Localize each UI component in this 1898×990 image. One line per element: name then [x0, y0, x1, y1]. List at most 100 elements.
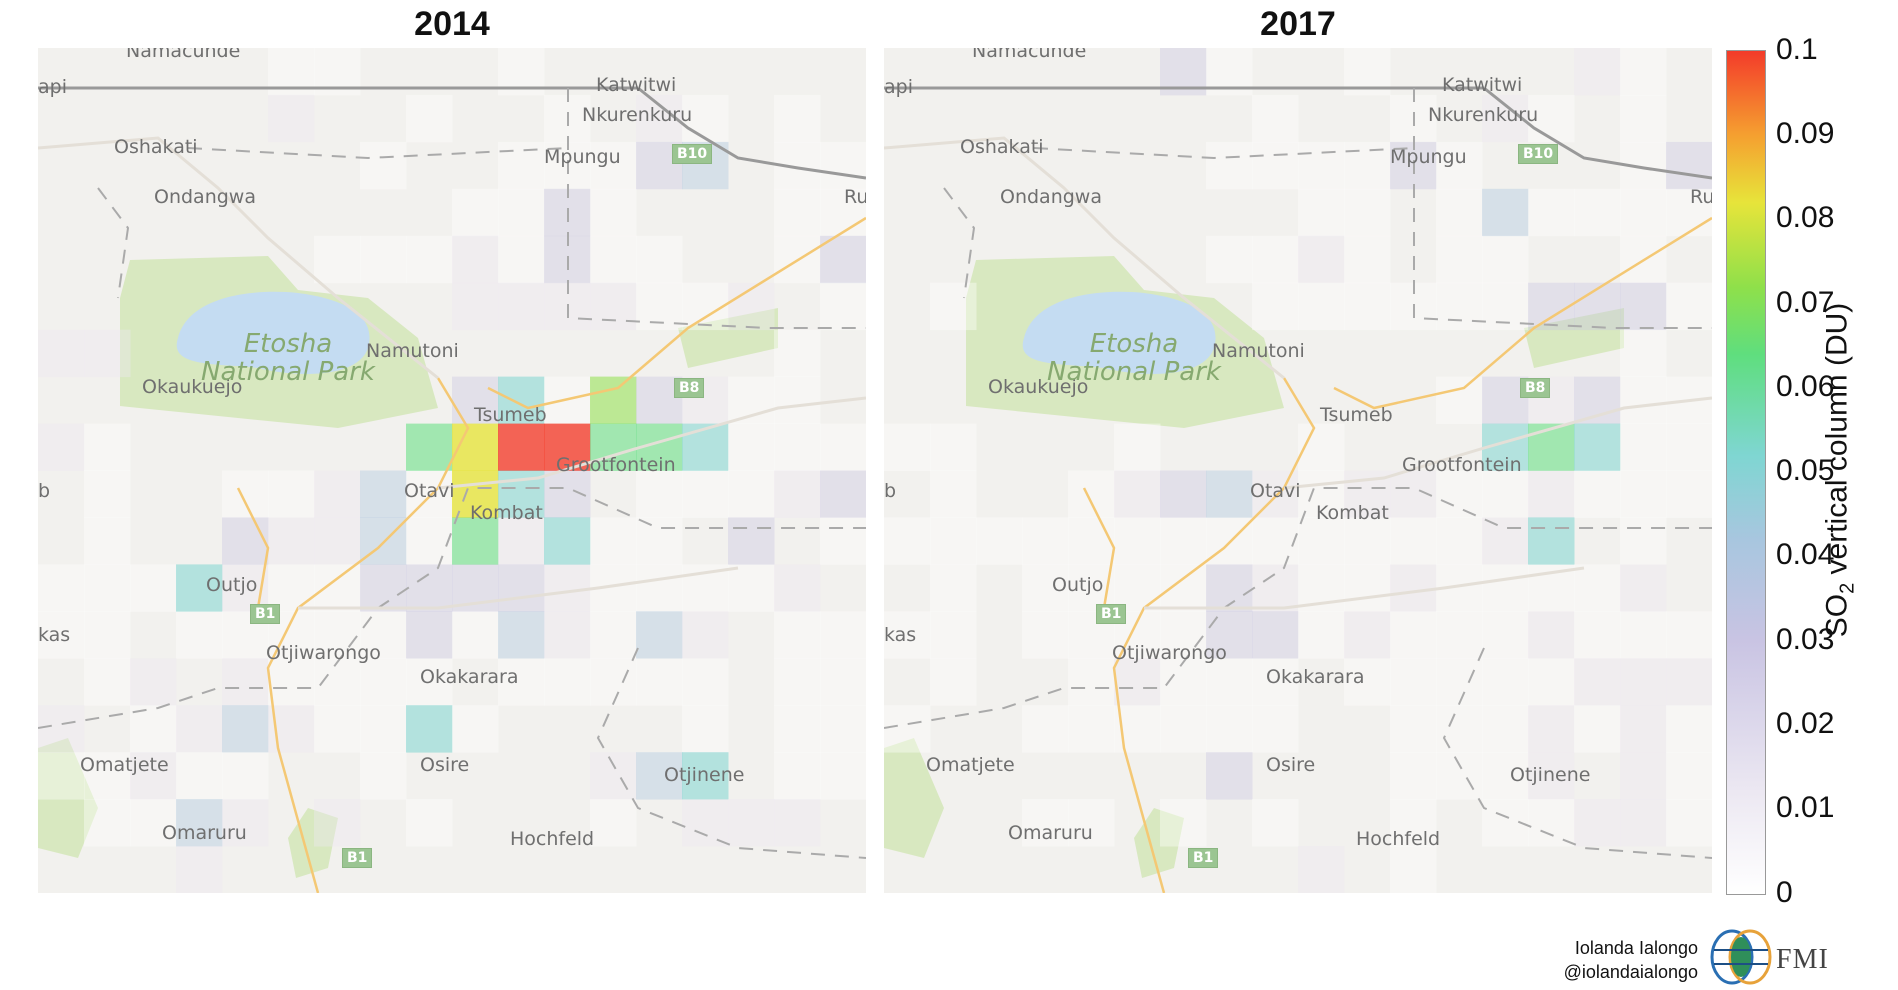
green-area: [884, 738, 944, 858]
so2-cell: [1528, 705, 1575, 753]
road: [298, 566, 739, 610]
map-panel-2014[interactable]: Namacunde api Katwitwi Nkurenkuru Oshakati Mp…: [38, 48, 866, 893]
place-label-outjo: Outjo: [1052, 574, 1104, 596]
so2-cell: [1620, 94, 1667, 143]
so2-cell: [84, 752, 131, 800]
so2-cell: [1344, 188, 1391, 237]
so2-cell: [498, 423, 545, 471]
so2-cell: [1620, 705, 1667, 753]
so2-cell: [1574, 470, 1621, 518]
so2-cell: [1436, 188, 1483, 237]
so2-cell: [84, 658, 131, 706]
park-label-line2: National Park: [201, 357, 375, 387]
so2-cell: [636, 470, 683, 518]
so2-cell: [360, 141, 407, 190]
so2-cell: [774, 470, 821, 518]
so2-cell: [314, 470, 361, 518]
so2-cell: [452, 705, 499, 753]
so2-cell: [930, 611, 977, 659]
region-border: [97, 147, 569, 299]
so2-cell: [1298, 235, 1345, 284]
so2-cell: [1620, 752, 1667, 800]
so2-cell: [314, 658, 361, 706]
so2-cell: [84, 517, 131, 565]
so2-cell: [1022, 611, 1069, 659]
so2-cell: [1666, 188, 1712, 237]
so2-cell: [636, 517, 683, 565]
road: [266, 377, 470, 893]
so2-cell: [222, 658, 269, 706]
so2-cell: [1114, 423, 1161, 471]
so2-cell: [590, 658, 637, 706]
so2-cell: [774, 564, 821, 612]
so2-cell: [1436, 752, 1483, 800]
so2-cell: [406, 235, 453, 284]
so2-cell: [1528, 94, 1575, 143]
so2-cell: [1390, 752, 1437, 800]
so2-cell: [498, 235, 545, 284]
so2-cell: [590, 235, 637, 284]
so2-cell: [38, 611, 85, 659]
so2-cell: [1574, 658, 1621, 706]
region-border: [1442, 647, 1712, 859]
so2-cell: [1482, 470, 1529, 518]
so2-cell: [1160, 517, 1207, 565]
green-area: [678, 308, 778, 368]
so2-cell: [498, 517, 545, 565]
so2-cell: [314, 799, 361, 847]
so2-cell: [1436, 658, 1483, 706]
so2-cell: [498, 658, 545, 706]
so2-cell: [1344, 564, 1391, 612]
so2-cell: [1298, 611, 1345, 659]
colorbar-tick: 0.03: [1776, 623, 1835, 656]
so2-cell: [774, 658, 821, 706]
park-label-line1: Etosha: [243, 329, 333, 359]
so2-cell: [930, 282, 977, 331]
so2-cell: [544, 658, 591, 706]
so2-cell: [1206, 141, 1253, 190]
so2-cell: [728, 799, 775, 847]
so2-cell: [774, 188, 821, 237]
so2-cell: [1344, 235, 1391, 284]
so2-cell: [314, 564, 361, 612]
park-label-line2: National Park: [1047, 357, 1221, 387]
so2-cell: [1068, 658, 1115, 706]
so2-cell: [1298, 846, 1345, 893]
so2-cell: [176, 752, 223, 800]
so2-cell: [1436, 376, 1483, 424]
so2-cell: [1252, 282, 1299, 331]
map-panel-2017[interactable]: Namacunde api Katwitwi Nkurenkuru Oshakati Mp…: [884, 48, 1712, 893]
so2-cell: [1114, 564, 1161, 612]
so2-cell: [1620, 658, 1667, 706]
so2-cell: [1482, 188, 1529, 237]
so2-cell: [820, 752, 866, 800]
so2-cell: [84, 423, 131, 471]
so2-cell: [1252, 564, 1299, 612]
so2-cell: [84, 611, 131, 659]
so2-cell: [84, 564, 131, 612]
place-label-ru: Ru: [1690, 186, 1712, 208]
so2-cell: [314, 611, 361, 659]
basemap-2017: [884, 48, 1712, 893]
so2-cell: [1344, 517, 1391, 565]
so2-cell: [774, 611, 821, 659]
so2-cell: [820, 423, 866, 471]
place-label-grootfontein: Grootfontein: [1402, 454, 1522, 476]
so2-cell: [728, 470, 775, 518]
place-label-okaukuejo: Okaukuejo: [988, 376, 1089, 398]
place-label-tsumeb: Tsumeb: [474, 404, 547, 426]
so2-cell: [268, 94, 315, 143]
road-shield-b8: B8: [674, 378, 705, 398]
so2-cell: [452, 517, 499, 565]
place-label-otavi: Otavi: [1250, 480, 1301, 502]
so2-cell: [1666, 752, 1712, 800]
so2-cell: [1436, 470, 1483, 518]
so2-cell: [452, 188, 499, 237]
so2-cell: [1620, 564, 1667, 612]
so2-cell: [636, 752, 683, 800]
panel-title-2014: 2014: [414, 5, 490, 43]
so2-cell: [268, 564, 315, 612]
so2-cell: [1620, 517, 1667, 565]
so2-cell: [1252, 658, 1299, 706]
so2-cell: [774, 376, 821, 424]
